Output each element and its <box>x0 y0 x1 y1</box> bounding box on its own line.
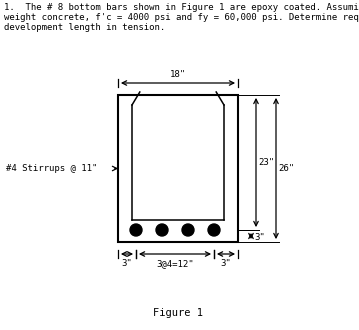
Circle shape <box>182 224 194 236</box>
Circle shape <box>156 224 168 236</box>
Text: weight concrete, f'c = 4000 psi and fy = 60,000 psi. Determine required: weight concrete, f'c = 4000 psi and fy =… <box>4 13 359 22</box>
Circle shape <box>130 224 142 236</box>
Text: Figure 1: Figure 1 <box>153 308 203 318</box>
Text: 26": 26" <box>278 164 294 173</box>
Text: 18": 18" <box>170 70 186 79</box>
Circle shape <box>208 224 220 236</box>
Bar <box>118 95 238 242</box>
Text: 3@4=12": 3@4=12" <box>156 259 194 268</box>
Text: 23": 23" <box>258 158 274 167</box>
Text: #4 Stirrups @ 11": #4 Stirrups @ 11" <box>6 164 97 173</box>
Text: 3": 3" <box>122 259 132 268</box>
Text: 3": 3" <box>221 259 231 268</box>
Text: 3": 3" <box>254 234 265 243</box>
Text: 1.  The # 8 bottom bars shown in Figure 1 are epoxy coated. Assuming normal: 1. The # 8 bottom bars shown in Figure 1… <box>4 3 359 12</box>
Text: development length in tension.: development length in tension. <box>4 23 165 32</box>
